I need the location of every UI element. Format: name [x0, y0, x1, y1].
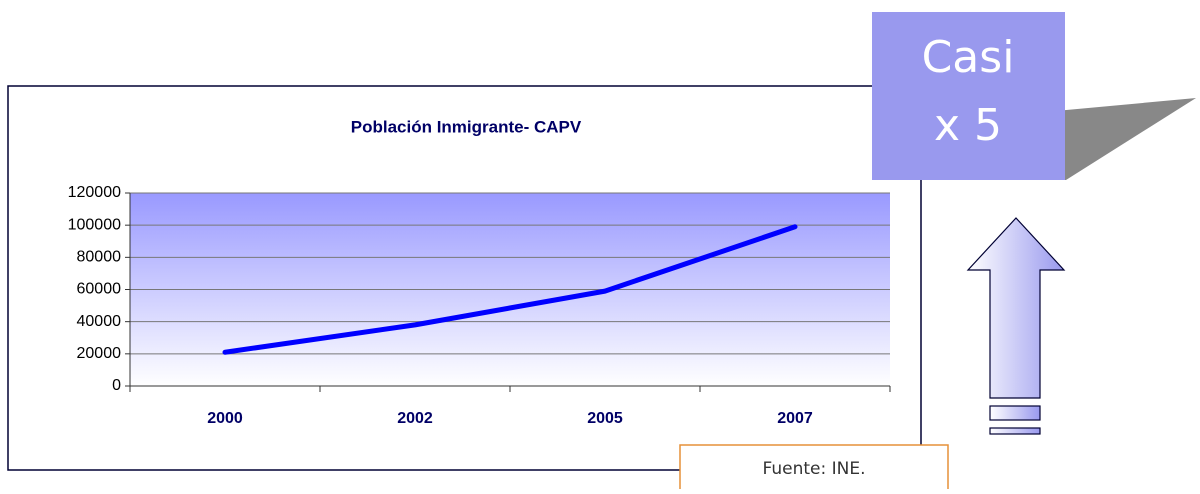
- y-tick-label: 120000: [68, 184, 121, 201]
- callout-box: [872, 12, 1065, 180]
- y-tick-label: 100000: [68, 216, 121, 233]
- arrow-bar: [989, 427, 1041, 435]
- line-series: [222, 224, 798, 355]
- source: Fuente: INE.: [763, 459, 866, 479]
- callout-text: Casi: [922, 32, 1015, 83]
- y-tick-label: 40000: [77, 313, 122, 330]
- plot: 0 20000 40000 60000 80000 100000 120000 2000 200…: [68, 184, 891, 427]
- up-arrow: [966, 217, 1066, 399]
- y-tick-label: 0: [112, 377, 121, 394]
- x-tick-label: 2005: [587, 410, 623, 427]
- y-tick-label: 60000: [77, 281, 122, 298]
- chart-frame: [7, 85, 922, 471]
- x-tick-label: 2000: [207, 410, 243, 427]
- source-box: [679, 444, 949, 494]
- y-tick-label: 20000: [77, 345, 122, 362]
- x-tick-label: 2002: [397, 410, 433, 427]
- chart-title: Población Inmigrante- CAPV: [351, 117, 582, 136]
- arrow-bar: [989, 405, 1041, 421]
- callout-text: x 5: [934, 100, 1002, 151]
- y-tick-label: 80000: [77, 249, 122, 266]
- x-tick-label: 2007: [777, 410, 813, 427]
